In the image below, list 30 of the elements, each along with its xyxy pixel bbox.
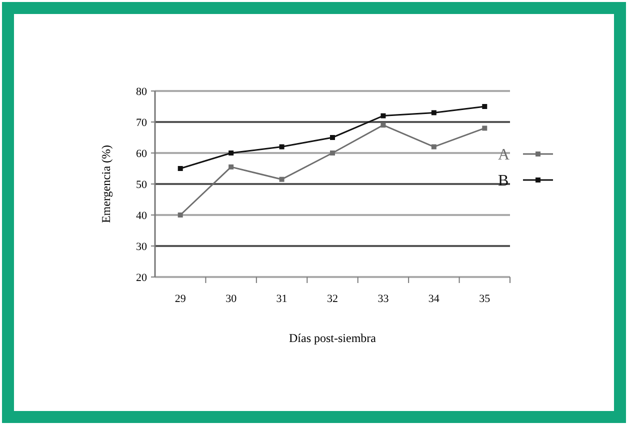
point: [330, 135, 335, 140]
point: [279, 176, 284, 182]
point: [228, 164, 234, 170]
point: [380, 122, 386, 128]
point: [482, 126, 488, 131]
y-tick-label: 50: [136, 178, 148, 191]
x-tick-label: 33: [378, 293, 390, 305]
y-tick-label: 20: [136, 272, 148, 284]
x-tick-label: 30: [226, 293, 238, 305]
point: [228, 150, 234, 156]
y-tick-label: 60: [136, 148, 148, 160]
point: [279, 144, 284, 150]
point: [178, 212, 183, 218]
point: [431, 144, 436, 150]
x-tick-label: 35: [479, 293, 491, 305]
point: [431, 110, 436, 116]
x-tick-label: 34: [428, 293, 440, 305]
point: [482, 104, 488, 109]
x-tick-label: 31: [276, 293, 288, 305]
y-tick-label: 70: [136, 116, 148, 129]
point: [380, 113, 386, 118]
x-axis-title: Días post-siembra: [289, 331, 377, 345]
y-tick-label: 30: [136, 240, 148, 253]
point: [178, 166, 183, 171]
y-tick-label: 40: [136, 210, 148, 222]
point: [330, 150, 335, 156]
y-axis-title: Emergencia (%): [99, 144, 113, 224]
x-tick-label: 29: [174, 293, 186, 305]
y-tick-label: 80: [136, 86, 148, 98]
x-tick-label: 32: [327, 293, 338, 305]
